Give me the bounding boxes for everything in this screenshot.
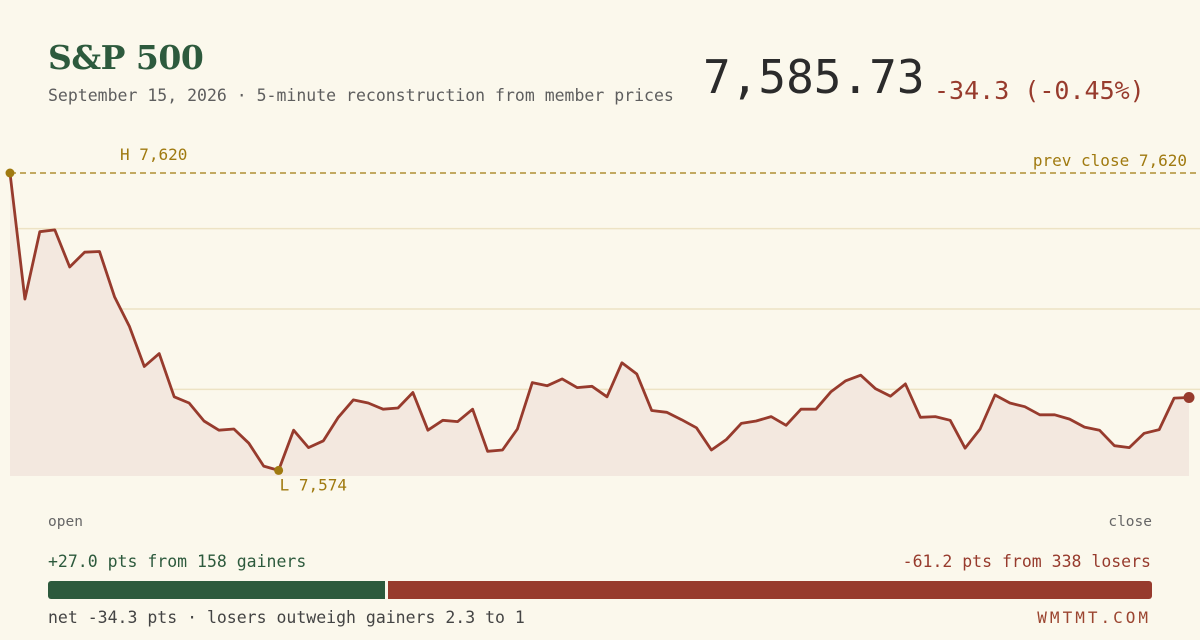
low-label: L 7,574 (280, 475, 347, 494)
high-marker (5, 168, 15, 178)
gainers-summary: +27.0 pts from 158 gainers (48, 552, 307, 571)
breadth-bar (48, 581, 1152, 599)
series-line (8, 172, 1190, 472)
x-axis-open-label: open (48, 514, 83, 530)
current-price: 7,585.73 (703, 50, 925, 104)
x-axis-close-label: close (1108, 514, 1152, 530)
losers-segment (387, 581, 1152, 599)
prev-close-label: prev close 7,620 (1033, 151, 1187, 170)
low-marker (274, 465, 284, 475)
close-marker (1183, 391, 1195, 403)
gridlines (10, 227, 1200, 391)
page-subtitle: September 15, 2026 · 5-minute reconstruc… (48, 86, 674, 105)
high-label: H 7,620 (120, 145, 187, 164)
net-summary: net -34.3 pts · losers outweigh gainers … (48, 608, 525, 627)
brand-logo-text: WMTMT.COM (1037, 608, 1151, 627)
price-change: -34.3 (-0.45%) (934, 76, 1145, 105)
page-title: S&P 500 (48, 38, 204, 77)
losers-summary: -61.2 pts from 338 losers (902, 552, 1151, 571)
area-fill (10, 173, 1189, 476)
gainers-segment (48, 581, 385, 599)
bar-divider (384, 581, 388, 599)
